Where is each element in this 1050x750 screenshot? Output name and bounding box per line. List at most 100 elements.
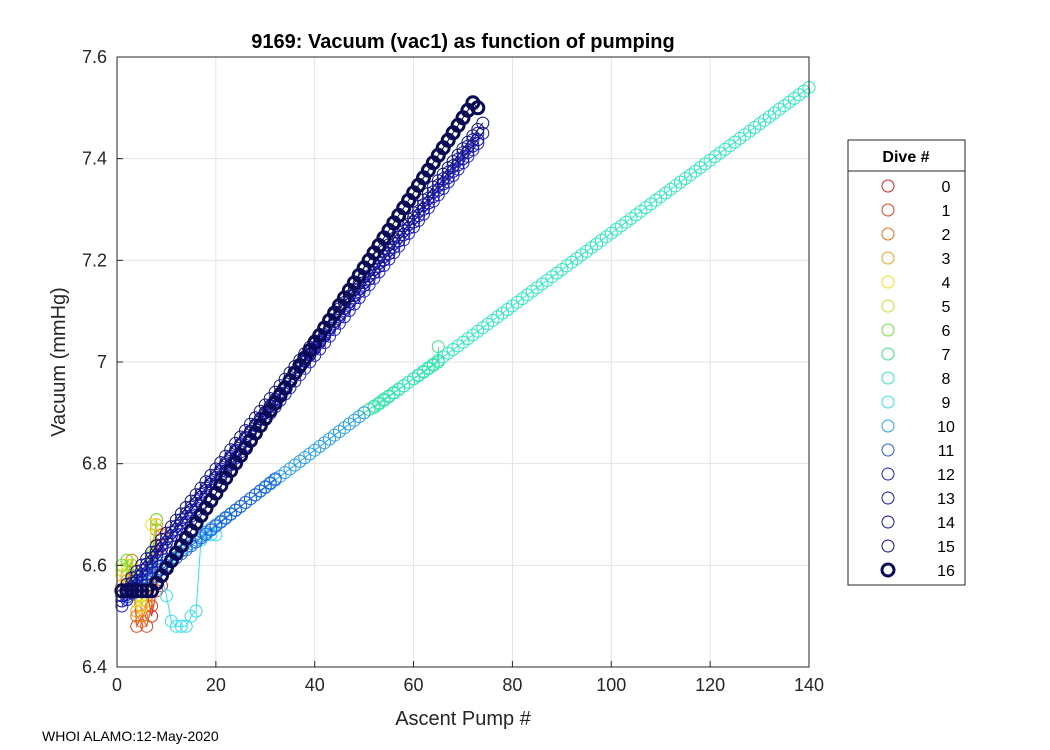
data-point: [515, 292, 529, 306]
legend-label: 3: [942, 251, 951, 268]
data-point: [570, 252, 584, 265]
data-point: [308, 443, 322, 457]
data-point: [421, 361, 435, 375]
data-point: [654, 190, 668, 204]
legend-marker: [881, 203, 895, 217]
data-point: [328, 428, 341, 442]
data-point: [397, 379, 411, 393]
data-point: [698, 157, 712, 171]
data-point: [392, 383, 406, 397]
data-point: [476, 116, 490, 130]
x-tick-label: 140: [794, 675, 824, 695]
data-point: [426, 357, 440, 371]
data-point: [293, 454, 307, 468]
data-point: [184, 609, 198, 623]
data-point: [476, 126, 490, 140]
data-point: [342, 417, 356, 431]
data-point: [219, 511, 233, 525]
data-point: [382, 390, 396, 404]
data-point: [456, 335, 470, 349]
legend-label: 13: [937, 491, 955, 508]
data-point: [510, 295, 524, 309]
data-point: [139, 583, 155, 599]
data-point: [728, 135, 742, 149]
data-point: [174, 619, 188, 633]
data-point: [124, 583, 140, 599]
data-point: [283, 462, 297, 476]
data-point: [718, 142, 732, 156]
data-point: [347, 413, 361, 427]
data-point: [119, 583, 135, 599]
data-point: [520, 288, 534, 302]
data-point: [402, 375, 416, 389]
y-tick-label: 6.4: [82, 657, 107, 677]
data-point: [565, 255, 579, 269]
legend-marker: [881, 275, 895, 289]
data-point: [580, 244, 594, 258]
legend-marker: [881, 467, 895, 481]
legend-label: 0: [942, 179, 951, 196]
legend-label: 2: [942, 227, 951, 244]
data-point: [678, 172, 692, 185]
data-point: [234, 500, 248, 513]
data-point: [797, 84, 811, 98]
x-tick-label: 120: [695, 675, 725, 695]
data-point: [421, 187, 435, 201]
data-point: [431, 353, 445, 367]
x-tick-label: 0: [112, 675, 122, 695]
series-16: [114, 95, 486, 599]
data-point: [169, 619, 183, 633]
data-point: [777, 99, 791, 113]
data-point: [669, 179, 682, 193]
legend-label: 5: [942, 299, 951, 316]
data-point: [417, 364, 430, 378]
data-point: [288, 458, 302, 472]
data-point: [782, 95, 796, 109]
data-point: [758, 113, 771, 127]
data-point: [466, 328, 480, 342]
legend-marker: [881, 371, 895, 385]
data-point: [135, 609, 149, 623]
legend-marker: [881, 515, 895, 529]
legend-label: 10: [937, 419, 955, 436]
data-point: [683, 168, 697, 182]
data-point: [659, 186, 673, 200]
data-point: [604, 226, 618, 240]
data-point: [318, 436, 332, 450]
data-point: [244, 492, 257, 506]
y-tick-label: 7: [97, 352, 107, 372]
legend-marker: [880, 562, 896, 578]
data-point: [372, 397, 386, 411]
data-point: [560, 259, 574, 273]
data-point: [624, 212, 638, 225]
data-point: [115, 558, 129, 572]
data-point: [476, 321, 490, 335]
data-point: [767, 106, 781, 120]
data-point: [407, 372, 421, 386]
data-point: [268, 472, 282, 486]
data-point: [486, 313, 500, 327]
data-point: [248, 488, 262, 502]
data-point: [693, 161, 707, 175]
data-point: [258, 480, 272, 494]
legend-label: 8: [942, 371, 951, 388]
series-line: [121, 122, 484, 592]
data-point: [224, 507, 238, 521]
data-point: [387, 386, 401, 400]
data-point: [298, 451, 312, 465]
legend-marker: [881, 443, 895, 457]
data-point: [278, 466, 292, 480]
data-point: [501, 303, 514, 316]
legend-marker: [881, 539, 895, 553]
data-point: [644, 197, 658, 211]
data-point: [491, 310, 505, 324]
legend-box: [847, 139, 966, 586]
data-point: [145, 518, 159, 532]
data-point: [150, 513, 163, 527]
data-point: [377, 394, 391, 407]
legend-label: 14: [937, 515, 955, 532]
ticks: 0 20 40 60 80 100 120 140 6.4 6.6 6.8 7 7.2 7.4 7.6: [82, 47, 824, 695]
x-axis-label: Ascent Pump #: [395, 708, 532, 730]
data-point: [417, 198, 430, 212]
